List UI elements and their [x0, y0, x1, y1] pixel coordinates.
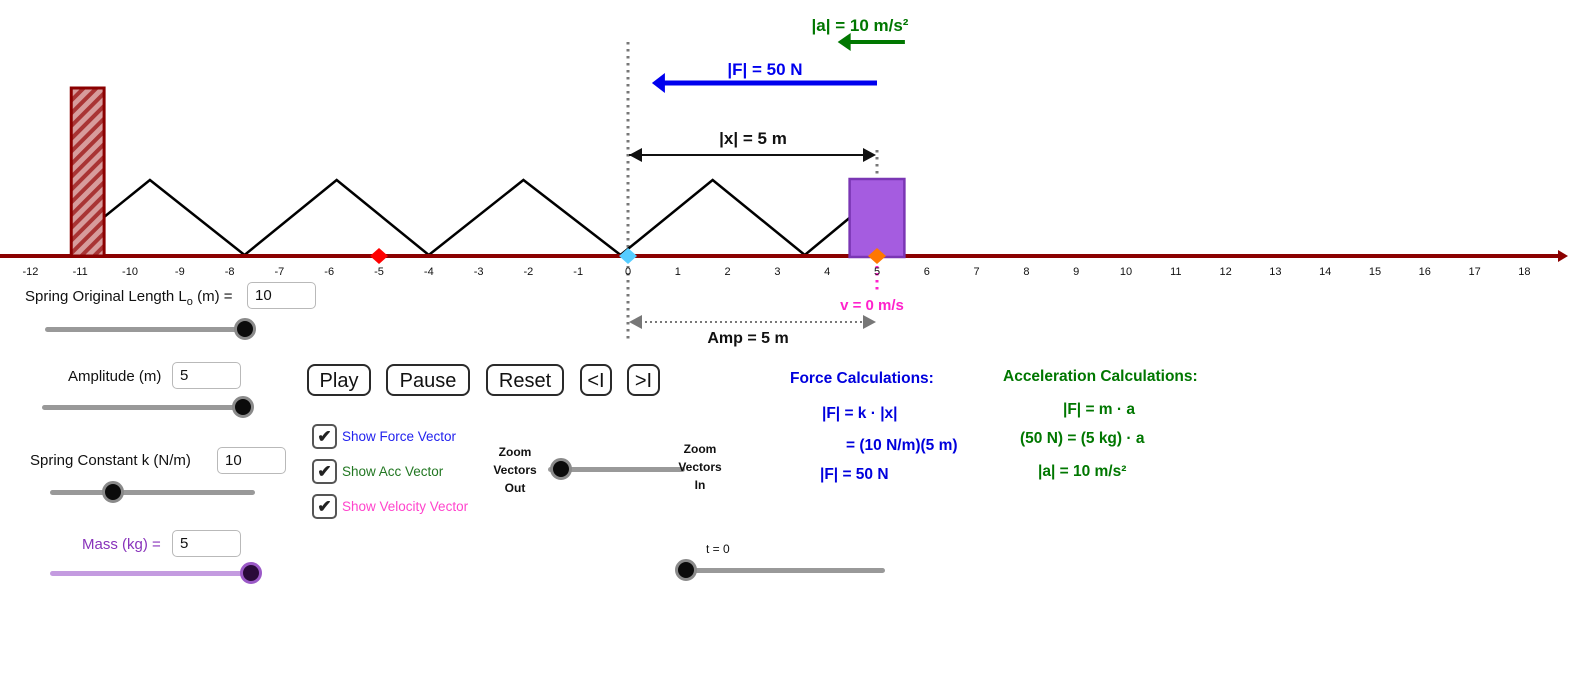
axis-tick-label: -9 — [175, 266, 185, 278]
show-acc-checkbox[interactable]: ✔ — [312, 459, 337, 484]
axis-tick-label: 15 — [1369, 266, 1381, 278]
axis-tick-label: -12 — [22, 266, 38, 278]
accel-calc-title: Acceleration Calculations: — [1003, 368, 1198, 385]
axis-tick-label: -3 — [474, 266, 484, 278]
show-force-checkbox[interactable]: ✔ — [312, 424, 337, 449]
axis-tick-label: 16 — [1419, 266, 1431, 278]
accel-calc-line2: (50 N) = (5 kg) · a — [1020, 430, 1145, 447]
zoom-vectors-slider-knob[interactable] — [550, 458, 572, 480]
time-slider-knob[interactable] — [675, 559, 697, 581]
mass-input[interactable]: 5 — [172, 530, 241, 557]
spring-constant-slider-knob[interactable] — [102, 481, 124, 503]
spring-constant-label: Spring Constant k (N/m) — [30, 452, 191, 469]
axis-tick-label: -1 — [573, 266, 583, 278]
axis-tick-label: -6 — [324, 266, 334, 278]
amplitude-input[interactable]: 5 — [172, 362, 241, 389]
amp-label: Amp = 5 m — [707, 330, 788, 347]
force-calc-line2: = (10 N/m)(5 m) — [846, 437, 958, 454]
reset-button[interactable]: Reset — [486, 364, 564, 396]
equilibrium-left-marker[interactable] — [370, 248, 388, 264]
zoom-vectors-slider-track[interactable] — [548, 467, 685, 472]
block-position-marker[interactable] — [868, 248, 886, 264]
origin-marker[interactable] — [619, 248, 637, 264]
show-velocity-checkbox[interactable]: ✔ — [312, 494, 337, 519]
axis-tick-label: -8 — [225, 266, 235, 278]
axis-tick-label: 1 — [675, 266, 681, 278]
axis-tick-label: -7 — [275, 266, 285, 278]
arrowhead — [628, 315, 642, 329]
xdist-label: |x| = 5 m — [719, 129, 787, 148]
axis-tick-label: 14 — [1319, 266, 1331, 278]
show-force-label: Show Force Vector — [342, 429, 457, 444]
zoom-vectors-out-label: Zoom Vectors Out — [493, 445, 537, 495]
axis-tick-label: -4 — [424, 266, 434, 278]
arrowhead — [628, 148, 642, 162]
force-calc-title: Force Calculations: — [790, 370, 934, 387]
mass-label: Mass (kg) = — [82, 536, 161, 553]
axis-tick-label: 11 — [1170, 266, 1181, 278]
axis-tick-label: 8 — [1023, 266, 1029, 278]
spring-length-input[interactable]: 10 — [247, 282, 316, 309]
mass-block[interactable] — [848, 177, 906, 259]
spring — [103, 178, 852, 257]
axis-tick-label: 4 — [824, 266, 830, 278]
spring-length-label: Spring Original Length Lo (m) = — [25, 288, 233, 308]
arrowhead — [863, 315, 877, 329]
spring-length-slider-knob[interactable] — [234, 318, 256, 340]
time-label: t = 0 — [706, 542, 730, 556]
axis-tick-label: 6 — [924, 266, 930, 278]
mass-slider-track[interactable] — [50, 571, 258, 576]
amplitude-label: Amplitude (m) — [68, 368, 162, 385]
axis-tick-label: 2 — [725, 266, 731, 278]
accel-label: |a| = 10 m/s² — [812, 16, 909, 35]
x-axis-arrow — [1558, 250, 1568, 262]
show-velocity-label: Show Velocity Vector — [342, 499, 469, 514]
axis-tick-label: 12 — [1219, 266, 1231, 278]
axis-tick-label: -11 — [73, 266, 88, 278]
axis-tick-label: 13 — [1269, 266, 1281, 278]
arrowhead — [837, 33, 851, 51]
amplitude-slider-track[interactable] — [42, 405, 252, 410]
axis-tick-label: 9 — [1073, 266, 1079, 278]
amplitude-slider-knob[interactable] — [232, 396, 254, 418]
time-slider-track[interactable] — [685, 568, 885, 573]
axis-tick-label: 7 — [974, 266, 980, 278]
simulation-canvas: -12 -11 -10 -9 -8 -7 -6 -5 -4 -3 -2 -1 0 1 2 3 4 5 6 7 8 9 10 1… — [0, 16, 1568, 347]
accel-calc-line3: |a| = 10 m/s² — [1038, 463, 1127, 480]
play-button[interactable]: Play — [307, 364, 371, 396]
zoom-vectors-in-label: Zoom Vectors In — [678, 442, 722, 492]
step-back-button[interactable]: <I — [580, 364, 612, 396]
step-forward-button[interactable]: >I — [627, 364, 660, 396]
arrowhead — [651, 73, 665, 93]
spring-constant-slider-track[interactable] — [50, 490, 255, 495]
force-calc-line1: |F| = k · |x| — [822, 405, 898, 422]
spring-constant-input[interactable]: 10 — [217, 447, 286, 474]
axis-tick-label: 3 — [774, 266, 780, 278]
arrowhead — [863, 148, 877, 162]
accel-calc-line1: |F| = m · a — [1063, 401, 1135, 418]
axis-tick-label: 18 — [1518, 266, 1530, 278]
axis-tick-label: 0 — [625, 266, 631, 278]
mass-slider-knob[interactable] — [240, 562, 262, 584]
force-label: |F| = 50 N — [727, 60, 802, 79]
axis-tick-label: -10 — [122, 266, 138, 278]
axis-tick-label: 10 — [1120, 266, 1132, 278]
spring-length-slider-track[interactable] — [45, 327, 255, 332]
axis-tick-label: -2 — [524, 266, 534, 278]
show-acc-label: Show Acc Vector — [342, 464, 444, 479]
axis-tick-label: 5 — [874, 266, 880, 278]
axis-tick-label: 17 — [1468, 266, 1480, 278]
wall — [69, 86, 106, 258]
velocity-label: v = 0 m/s — [840, 297, 904, 314]
pause-button[interactable]: Pause — [386, 364, 470, 396]
axis-tick-label: -5 — [374, 266, 384, 278]
force-calc-line3: |F| = 50 N — [820, 466, 889, 483]
